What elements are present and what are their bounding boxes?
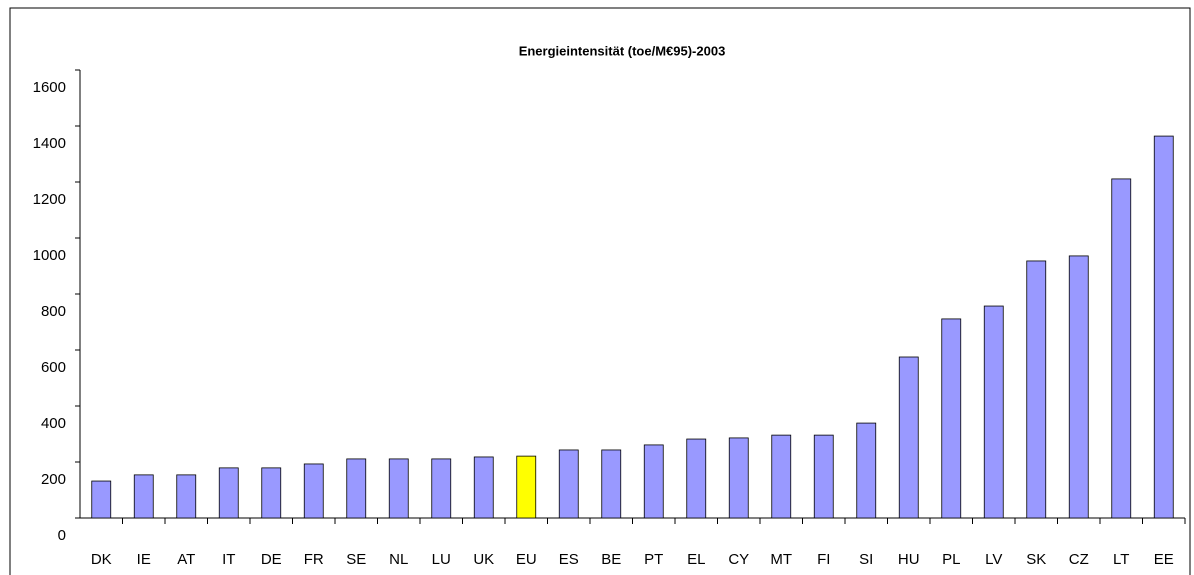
x-tick-label: CY — [728, 551, 749, 568]
x-tick-label: LV — [985, 551, 1002, 568]
x-tick-label: UK — [473, 551, 494, 568]
x-tick-label: BE — [601, 551, 621, 568]
x-tick-label: CZ — [1069, 551, 1089, 568]
x-tick-label: EL — [687, 551, 705, 568]
x-tick-label: FR — [304, 551, 324, 568]
bar — [516, 455, 537, 519]
x-tick-label: FI — [817, 551, 830, 568]
bar — [388, 458, 409, 519]
x-tick-label: EU — [516, 551, 537, 568]
chart-title: Energieintensität (toe/M€95)-2003 — [519, 43, 726, 58]
y-tick-label: 0 — [58, 527, 66, 544]
x-tick-label: DK — [91, 551, 112, 568]
bar — [941, 318, 962, 519]
x-tick-label: SI — [859, 551, 873, 568]
bar — [303, 463, 324, 519]
x-tick-label: IE — [137, 551, 151, 568]
x-tick-label: DE — [261, 551, 282, 568]
y-tick-label: 800 — [41, 303, 66, 320]
y-tick-label: 200 — [41, 471, 66, 488]
bar — [431, 458, 452, 519]
bar — [261, 467, 282, 519]
bar — [813, 434, 834, 519]
y-tick-label: 1000 — [33, 247, 66, 264]
x-tick-label: PL — [942, 551, 960, 568]
bar — [771, 434, 792, 519]
bar — [176, 474, 197, 519]
y-tick-label: 600 — [41, 359, 66, 376]
bar — [218, 467, 239, 519]
x-tick-label: LU — [432, 551, 451, 568]
bar — [346, 458, 367, 519]
y-tick-label: 1200 — [33, 191, 66, 208]
x-tick-label: EE — [1154, 551, 1174, 568]
x-tick-label: IT — [222, 551, 235, 568]
x-tick-label: MT — [770, 551, 792, 568]
bar — [1111, 178, 1132, 519]
y-tick-label: 400 — [41, 415, 66, 432]
bar — [686, 438, 707, 519]
bar — [558, 449, 579, 519]
x-tick-label: ES — [559, 551, 579, 568]
x-tick-label: SK — [1026, 551, 1046, 568]
x-tick-label: AT — [177, 551, 195, 568]
bar — [473, 456, 494, 519]
x-tick-label: LT — [1113, 551, 1129, 568]
bar — [898, 356, 919, 519]
x-tick-label: NL — [389, 551, 408, 568]
x-tick-label: SE — [346, 551, 366, 568]
bar — [1026, 260, 1047, 519]
bar — [728, 437, 749, 519]
bar — [1068, 255, 1089, 519]
bar — [601, 449, 622, 519]
bar — [91, 480, 112, 519]
y-tick-label: 1600 — [33, 79, 66, 96]
bar — [983, 305, 1004, 519]
bar — [643, 444, 664, 519]
bar — [133, 474, 154, 519]
bar — [1153, 135, 1174, 519]
x-tick-label: PT — [644, 551, 663, 568]
bar — [856, 422, 877, 519]
y-tick-label: 1400 — [33, 135, 66, 152]
x-tick-label: HU — [898, 551, 920, 568]
